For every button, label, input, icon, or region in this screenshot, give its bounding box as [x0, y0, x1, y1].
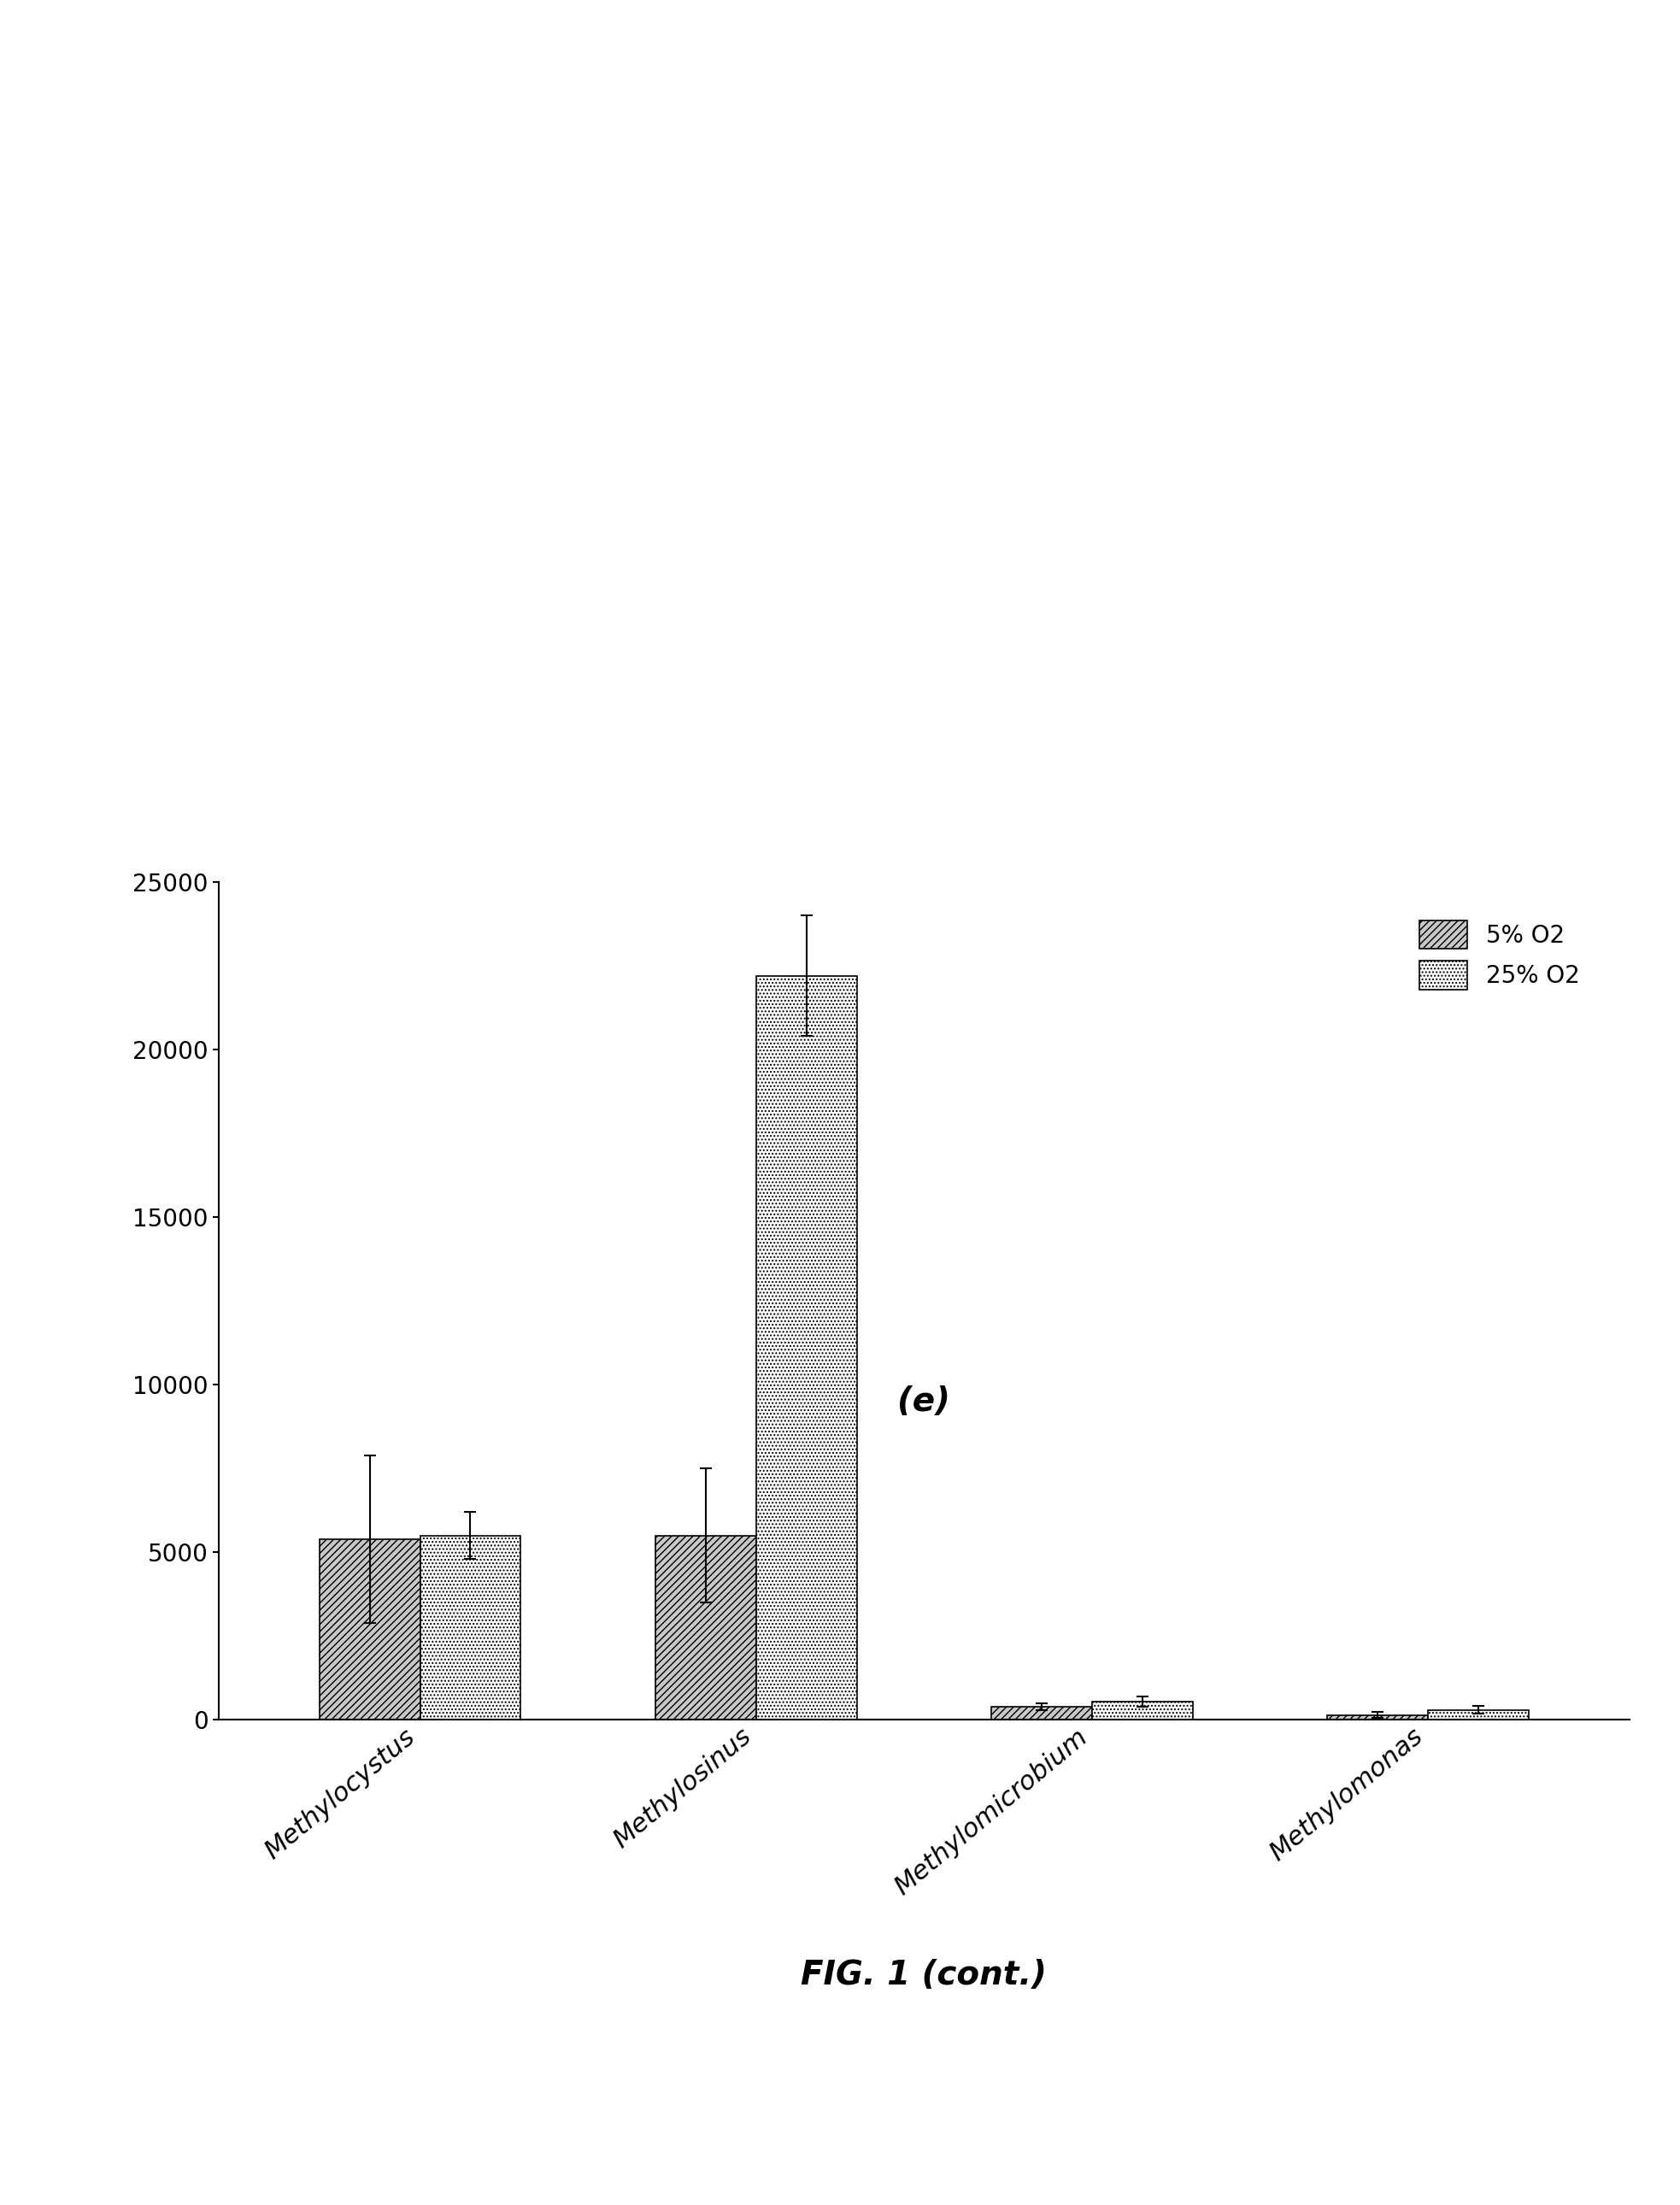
Bar: [1327, 1715, 1428, 1720]
Text: FIG. 1 (cont.): FIG. 1 (cont.): [801, 1958, 1047, 1991]
Bar: [655, 1535, 756, 1720]
Bar: [1092, 1702, 1193, 1720]
Bar: [756, 977, 857, 1720]
Bar: [420, 1535, 521, 1720]
Bar: [319, 1539, 420, 1720]
Legend: 5% O2, 25% O2: 5% O2, 25% O2: [1410, 911, 1589, 999]
Bar: [1428, 1709, 1529, 1720]
Bar: [991, 1707, 1092, 1720]
Text: (e): (e): [897, 1385, 951, 1418]
